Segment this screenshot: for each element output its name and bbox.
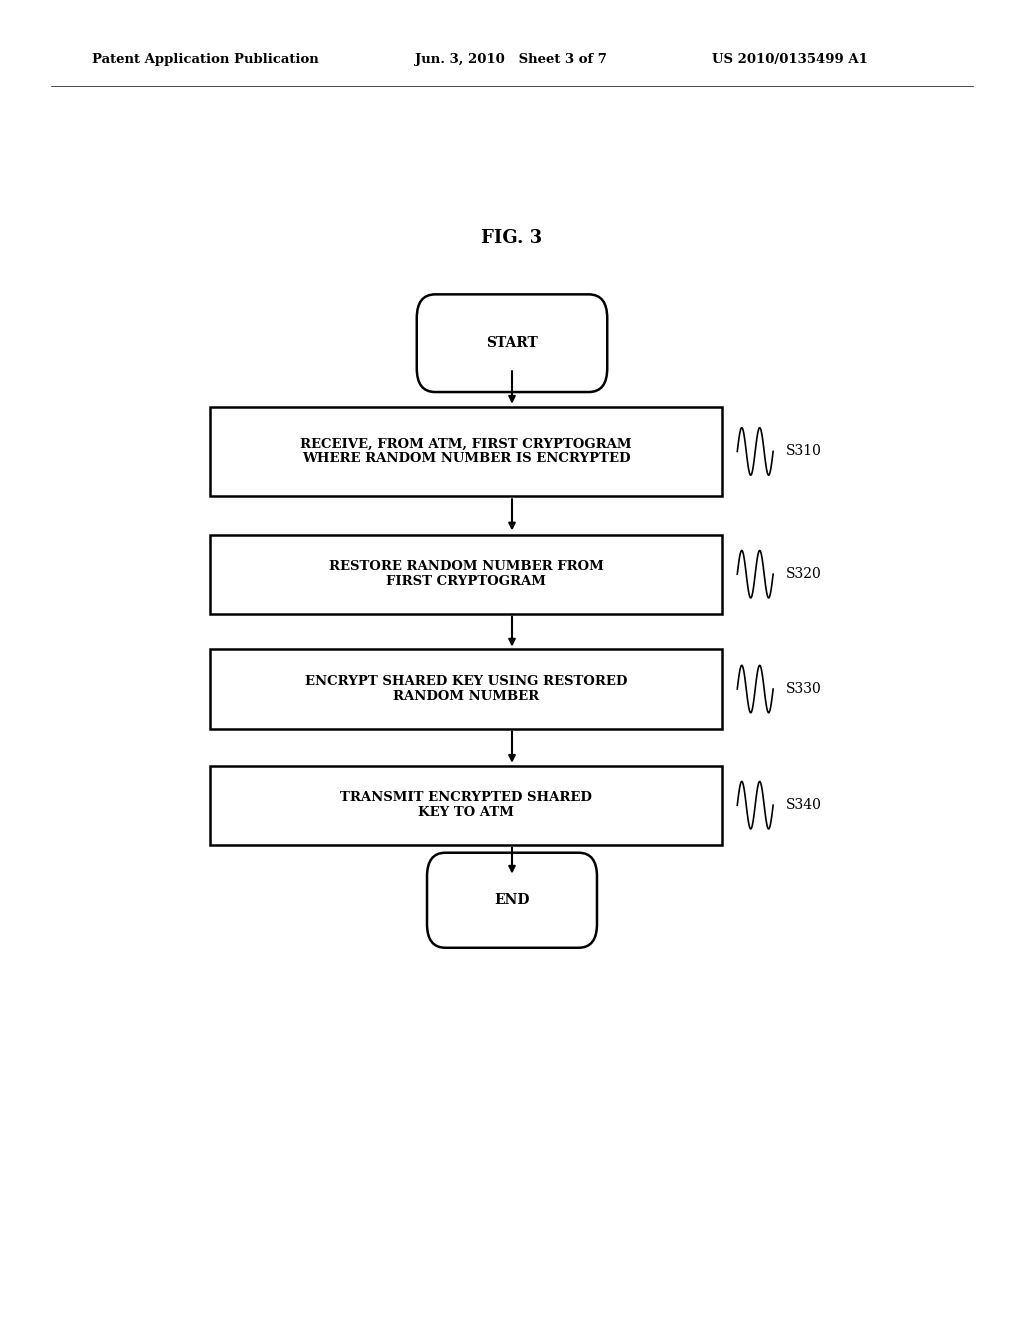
- FancyBboxPatch shape: [210, 649, 722, 729]
- Text: Jun. 3, 2010   Sheet 3 of 7: Jun. 3, 2010 Sheet 3 of 7: [415, 53, 606, 66]
- FancyBboxPatch shape: [210, 407, 722, 496]
- Text: US 2010/0135499 A1: US 2010/0135499 A1: [712, 53, 867, 66]
- FancyBboxPatch shape: [210, 535, 722, 614]
- Text: RESTORE RANDOM NUMBER FROM
FIRST CRYPTOGRAM: RESTORE RANDOM NUMBER FROM FIRST CRYPTOG…: [329, 560, 603, 589]
- Text: ENCRYPT SHARED KEY USING RESTORED
RANDOM NUMBER: ENCRYPT SHARED KEY USING RESTORED RANDOM…: [305, 675, 627, 704]
- Text: S320: S320: [785, 568, 821, 581]
- Text: FIG. 3: FIG. 3: [481, 228, 543, 247]
- Text: RECEIVE, FROM ATM, FIRST CRYPTOGRAM
WHERE RANDOM NUMBER IS ENCRYPTED: RECEIVE, FROM ATM, FIRST CRYPTOGRAM WHER…: [300, 437, 632, 466]
- Text: Patent Application Publication: Patent Application Publication: [92, 53, 318, 66]
- Text: S340: S340: [785, 799, 821, 812]
- Text: TRANSMIT ENCRYPTED SHARED
KEY TO ATM: TRANSMIT ENCRYPTED SHARED KEY TO ATM: [340, 791, 592, 820]
- Text: S330: S330: [785, 682, 821, 696]
- Text: S310: S310: [785, 445, 821, 458]
- Text: START: START: [486, 337, 538, 350]
- FancyBboxPatch shape: [210, 766, 722, 845]
- FancyBboxPatch shape: [427, 853, 597, 948]
- FancyBboxPatch shape: [417, 294, 607, 392]
- Text: END: END: [495, 894, 529, 907]
